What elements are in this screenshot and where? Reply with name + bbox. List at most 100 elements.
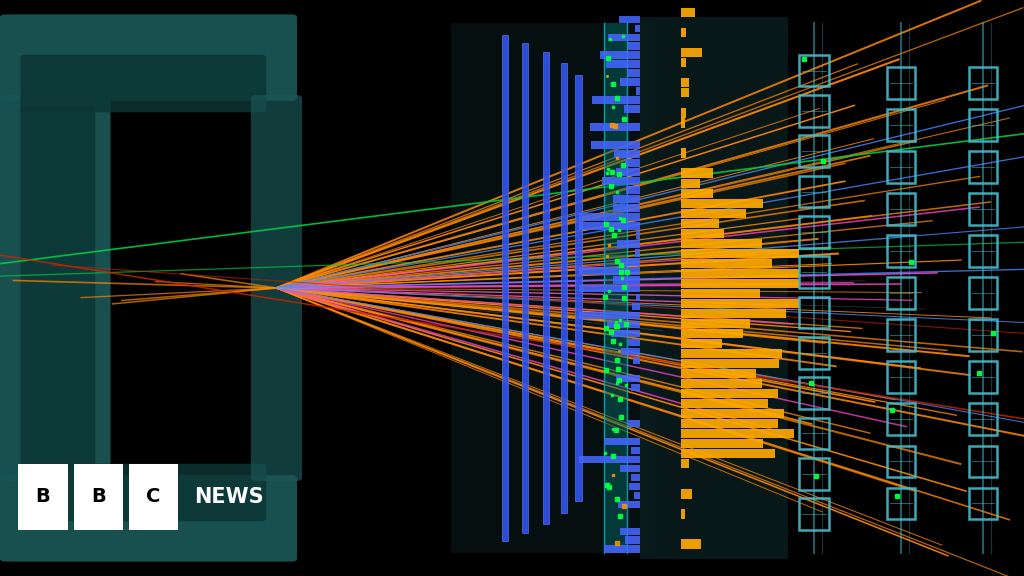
Bar xyxy=(613,276,640,283)
Bar xyxy=(969,109,997,141)
Bar xyxy=(681,490,692,499)
Bar xyxy=(969,278,997,309)
Bar xyxy=(799,256,829,288)
Bar xyxy=(606,321,640,328)
Bar xyxy=(620,465,640,472)
Bar xyxy=(681,108,686,118)
Bar xyxy=(543,52,549,524)
Bar xyxy=(799,95,829,127)
Bar xyxy=(579,213,640,221)
Bar xyxy=(616,375,640,382)
Bar xyxy=(590,123,640,131)
Bar xyxy=(631,473,640,481)
Bar xyxy=(681,319,751,328)
Bar xyxy=(681,269,799,278)
Bar xyxy=(887,67,915,99)
Bar xyxy=(887,151,915,183)
Bar xyxy=(681,149,686,158)
Bar xyxy=(681,179,700,188)
Bar xyxy=(74,464,123,530)
Bar xyxy=(799,55,829,86)
Bar xyxy=(636,294,640,301)
Bar xyxy=(681,78,689,88)
Bar xyxy=(632,446,640,454)
Bar xyxy=(522,43,528,533)
Bar xyxy=(681,439,764,449)
Bar xyxy=(681,429,794,438)
Bar xyxy=(681,8,695,17)
Bar xyxy=(799,297,829,328)
Bar xyxy=(600,51,640,59)
FancyBboxPatch shape xyxy=(20,107,95,469)
Bar xyxy=(799,498,829,530)
Bar xyxy=(681,299,799,308)
Bar xyxy=(969,403,997,435)
Bar xyxy=(799,377,829,409)
Bar xyxy=(681,209,746,218)
FancyBboxPatch shape xyxy=(0,95,111,481)
Bar xyxy=(681,509,685,518)
Bar xyxy=(681,199,763,208)
Bar xyxy=(613,195,640,203)
Bar xyxy=(969,67,997,99)
Bar xyxy=(629,483,640,490)
Bar xyxy=(681,399,768,408)
Bar xyxy=(626,186,640,194)
Bar xyxy=(681,349,782,358)
Bar xyxy=(604,438,640,445)
Bar xyxy=(799,216,829,248)
Bar xyxy=(616,240,640,248)
Bar xyxy=(579,312,640,320)
Bar xyxy=(681,379,762,388)
Text: B: B xyxy=(36,487,50,506)
Bar xyxy=(636,231,640,238)
Bar xyxy=(634,357,640,365)
Bar xyxy=(604,23,627,553)
FancyBboxPatch shape xyxy=(0,14,297,101)
Bar xyxy=(887,319,915,351)
Bar xyxy=(681,169,713,178)
Bar xyxy=(620,528,640,535)
Bar xyxy=(681,409,784,418)
Bar xyxy=(624,105,640,113)
Bar xyxy=(681,88,688,97)
Bar xyxy=(18,464,68,530)
Bar xyxy=(969,319,997,351)
Bar xyxy=(634,491,640,499)
Bar xyxy=(969,235,997,267)
Text: B: B xyxy=(91,487,105,506)
Bar xyxy=(681,459,689,468)
Bar xyxy=(681,329,742,338)
Bar xyxy=(799,135,829,167)
Bar xyxy=(621,258,640,266)
Bar xyxy=(681,259,772,268)
Bar xyxy=(887,362,915,393)
Bar xyxy=(681,219,719,228)
Bar xyxy=(681,389,777,398)
Bar xyxy=(681,188,713,198)
Bar xyxy=(887,194,915,225)
Bar xyxy=(681,289,760,298)
Bar xyxy=(129,464,178,530)
FancyBboxPatch shape xyxy=(20,55,266,112)
Bar xyxy=(502,35,508,541)
Bar xyxy=(621,78,640,86)
Bar xyxy=(681,58,686,67)
Bar xyxy=(681,28,686,37)
Bar xyxy=(681,339,722,348)
Bar xyxy=(579,456,640,463)
Bar xyxy=(969,194,997,225)
Bar xyxy=(640,17,788,559)
Bar xyxy=(632,303,640,310)
Bar xyxy=(591,141,640,149)
Bar xyxy=(605,60,640,68)
Bar xyxy=(579,267,640,275)
Bar xyxy=(617,501,640,508)
Bar xyxy=(561,63,567,513)
Bar xyxy=(887,487,915,520)
Bar xyxy=(969,446,997,477)
Bar xyxy=(626,536,640,544)
Bar xyxy=(799,418,829,449)
Bar xyxy=(575,75,582,501)
Bar xyxy=(611,330,640,338)
